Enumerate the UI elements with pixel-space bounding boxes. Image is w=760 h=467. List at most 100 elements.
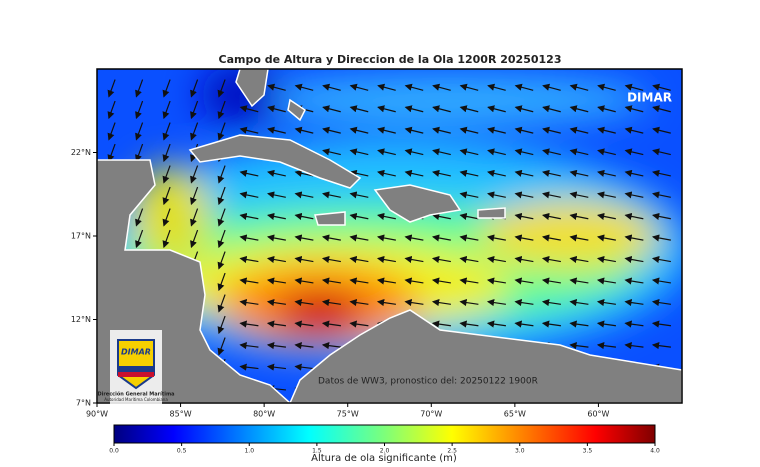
- wave-arrow: [266, 363, 287, 371]
- wave-arrow: [569, 83, 589, 91]
- wave-arrow: [294, 234, 314, 242]
- wave-arrow: [431, 234, 451, 242]
- wave-arrow: [217, 79, 226, 98]
- wave-arrow: [404, 148, 424, 156]
- wave-arrow: [404, 105, 424, 113]
- wave-arrow: [266, 320, 286, 328]
- wave-arrow: [514, 105, 534, 113]
- wave-arrow: [239, 342, 259, 350]
- wave-arrow: [459, 298, 479, 307]
- wave-arrow: [239, 126, 259, 134]
- wave-arrow: [541, 298, 561, 307]
- wave-arrow: [267, 105, 286, 113]
- wave-arrow: [267, 126, 286, 134]
- wave-arrow: [190, 122, 199, 141]
- wave-arrow: [349, 191, 369, 199]
- wave-arrow: [514, 169, 534, 177]
- wave-arrow: [349, 277, 369, 285]
- wave-arrow: [514, 234, 534, 242]
- wave-arrow: [569, 277, 589, 285]
- wave-arrow: [162, 122, 171, 141]
- wave-arrow: [542, 126, 561, 134]
- wave-arrow: [431, 212, 451, 220]
- wave-arrow: [652, 126, 671, 134]
- wave-arrow: [239, 298, 259, 307]
- wave-arrow: [542, 148, 561, 156]
- wave-arrow: [349, 105, 369, 113]
- wave-arrow: [239, 320, 259, 328]
- wave-arrow: [514, 191, 534, 199]
- wave-arrow: [349, 234, 369, 242]
- wave-arrow: [459, 255, 479, 264]
- wave-arrow: [377, 105, 396, 113]
- wave-arrow: [596, 342, 617, 350]
- wave-arrow: [349, 320, 369, 328]
- wave-arrow: [266, 212, 286, 220]
- colorbar-tick-label: 1.0: [244, 448, 254, 455]
- wave-arrow: [267, 83, 286, 91]
- wave-arrow: [596, 212, 616, 220]
- wave-arrow: [569, 191, 589, 199]
- wave-arrow: [239, 363, 259, 371]
- wave-arrow: [624, 277, 644, 285]
- wave-arrow: [541, 234, 561, 242]
- wave-arrow: [542, 191, 561, 199]
- source-note: Datos de WW3, pronostico del: 20250122 1…: [318, 377, 538, 387]
- wave-arrow: [217, 294, 226, 313]
- wave-arrow: [349, 148, 369, 156]
- wave-arrow: [596, 277, 616, 285]
- wave-arrow: [107, 143, 116, 163]
- wave-arrow: [597, 126, 616, 134]
- wave-arrow: [135, 79, 144, 98]
- wave-arrow: [321, 320, 341, 328]
- wave-arrow: [349, 298, 369, 307]
- colorbar-tick-label: 2.0: [380, 448, 390, 455]
- wave-arrow: [432, 126, 451, 134]
- watermark: DIMAR: [627, 91, 672, 105]
- wave-arrow: [651, 277, 671, 285]
- wave-arrow: [190, 79, 199, 98]
- wave-arrow: [486, 234, 506, 242]
- y-tick-label: 7°N: [76, 399, 91, 408]
- wave-arrow: [596, 298, 616, 307]
- wave-arrow: [542, 169, 561, 177]
- wave-arrow: [596, 255, 616, 264]
- wave-arrow: [376, 277, 396, 285]
- wave-arrow: [321, 277, 341, 285]
- wave-arrow: [294, 212, 314, 220]
- wave-arrow: [266, 255, 286, 264]
- wave-arrow: [541, 277, 561, 285]
- wave-arrow: [239, 212, 259, 220]
- wave-arrow: [239, 277, 259, 285]
- wave-arrow: [541, 212, 561, 220]
- wave-arrow: [190, 165, 199, 184]
- wave-arrow: [514, 148, 534, 156]
- y-tick-label: 12°N: [71, 315, 91, 324]
- wave-arrow: [162, 229, 171, 249]
- wave-arrow: [597, 191, 616, 199]
- wave-arrow: [217, 251, 226, 270]
- wave-arrow: [349, 83, 369, 91]
- wave-arrow: [107, 79, 116, 98]
- wave-arrow: [569, 255, 589, 264]
- wave-arrow: [322, 83, 341, 91]
- wave-arrow: [376, 234, 396, 242]
- wave-arrow: [217, 165, 226, 184]
- wave-arrow: [651, 342, 672, 350]
- wave-arrow: [294, 363, 314, 371]
- y-tick-label: 17°N: [71, 232, 91, 241]
- wave-arrow: [624, 169, 644, 177]
- wave-arrow: [569, 342, 589, 350]
- wave-arrow: [404, 234, 424, 242]
- colorbar-tick-label: 0.5: [177, 448, 187, 455]
- colorbar-tick-label: 3.0: [515, 448, 525, 455]
- wave-arrow: [107, 122, 116, 141]
- wave-arrow: [514, 277, 534, 285]
- wave-arrow: [459, 191, 479, 199]
- wave-arrow: [239, 255, 259, 264]
- logo-line: Autoridad Marítima Colombiana: [104, 397, 168, 402]
- x-tick-label: 65°W: [504, 410, 526, 419]
- wave-arrow: [487, 191, 506, 199]
- x-tick-label: 90°W: [86, 410, 108, 419]
- x-tick-label: 75°W: [337, 410, 359, 419]
